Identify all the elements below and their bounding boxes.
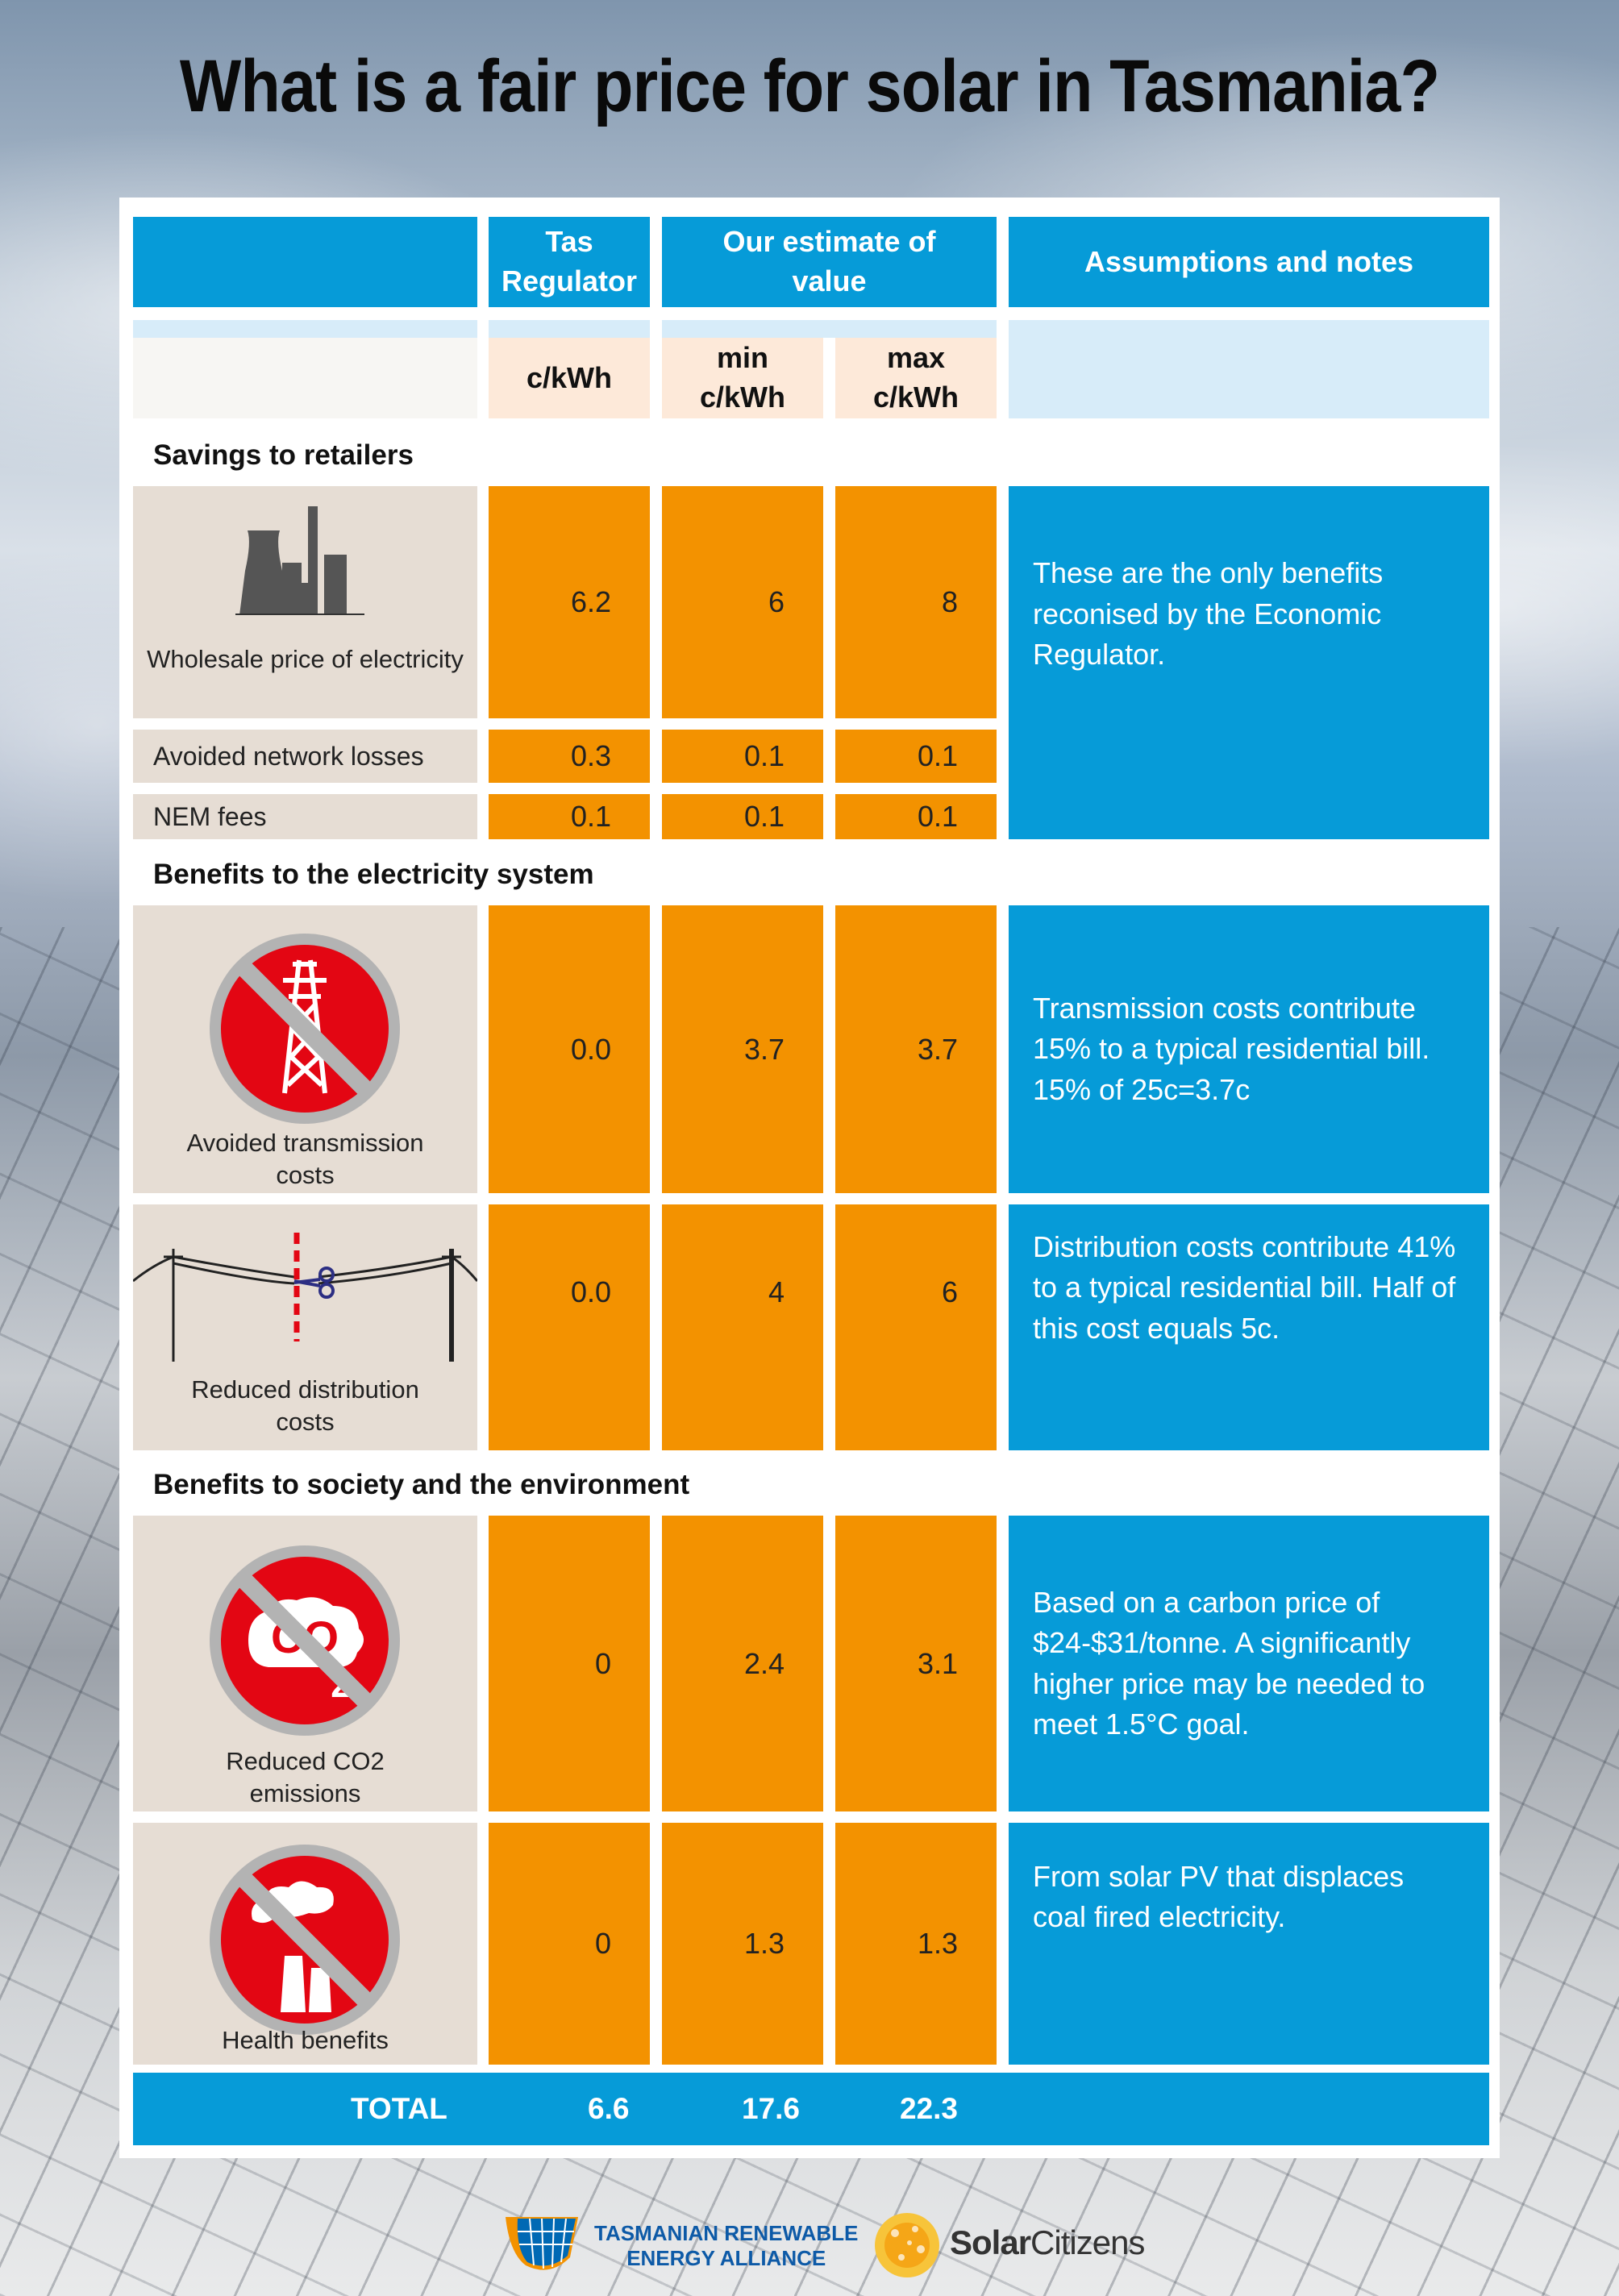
no-smokestack-icon (210, 1845, 400, 2035)
total-row: TOTAL 6.6 17.6 22.3 (133, 2073, 1489, 2145)
co2-min: 2.4 (662, 1516, 823, 1811)
total-min: 17.6 (742, 2092, 801, 2125)
total-max: 22.3 (900, 2092, 959, 2125)
page-title: What is a fair price for solar in Tasman… (179, 45, 1440, 127)
transmission-min: 3.7 (662, 905, 823, 1193)
row-wholesale-label: Wholesale price of electricity (133, 486, 477, 718)
unit-reg: c/kWh (489, 338, 650, 418)
header-tas-regulator: Tas Regulator (489, 217, 650, 307)
header-our-estimate: Our estimate of value (662, 217, 997, 307)
health-reg: 0 (489, 1823, 650, 2065)
unit-notes (1009, 320, 1489, 418)
power-station-icon (235, 506, 364, 615)
unit-max: max c/kWh (835, 338, 997, 418)
nem-fees-min: 0.1 (662, 794, 823, 839)
section-savings-retailers: Savings to retailers (153, 439, 414, 471)
distribution-max: 6 (835, 1204, 997, 1450)
transmission-reg: 0.0 (489, 905, 650, 1193)
health-max: 1.3 (835, 1823, 997, 2065)
row-health-label: Health benefits (133, 1823, 477, 2065)
trea-logo-icon (506, 2217, 578, 2270)
unit-blank (133, 338, 477, 418)
total-reg: 6.6 (588, 2092, 630, 2125)
note-co2: Based on a carbon price of $24-$31/tonne… (1009, 1516, 1489, 1811)
footer-logos: TASMANIAN RENEWABLE ENERGY ALLIANCE Sola… (0, 2209, 1619, 2281)
unit-strip (662, 320, 997, 338)
network-losses-max: 0.1 (835, 730, 997, 783)
solar-citizens-name: SolarCitizens (950, 2223, 1145, 2261)
solar-citizens-sun-icon (875, 2213, 939, 2277)
note-retailers: These are the only benefits reconised by… (1009, 486, 1489, 839)
wholesale-max: 8 (835, 486, 997, 718)
distribution-reg: 0.0 (489, 1204, 650, 1450)
unit-strip (489, 320, 650, 338)
wholesale-min: 6 (662, 486, 823, 718)
total-label: TOTAL (351, 2092, 447, 2125)
note-health: From solar PV that displaces coal fired … (1009, 1823, 1489, 2065)
header-assumptions: Assumptions and notes (1009, 217, 1489, 307)
row-nem-fees-label: NEM fees (133, 794, 477, 839)
note-transmission: Transmission costs contribute 15% to a t… (1009, 905, 1489, 1193)
no-co2-icon: CO 2 (210, 1545, 400, 1736)
header-blank (133, 217, 477, 307)
row-network-losses-label: Avoided network losses (133, 730, 477, 783)
cut-powerline-icon (133, 1233, 477, 1362)
distribution-min: 4 (662, 1204, 823, 1450)
wholesale-reg: 6.2 (489, 486, 650, 718)
unit-strip (133, 320, 477, 338)
nem-fees-max: 0.1 (835, 794, 997, 839)
value-table: Tas Regulator Our estimate of value Assu… (119, 198, 1500, 2158)
network-losses-min: 0.1 (662, 730, 823, 783)
section-society-environment: Benefits to society and the environment (153, 1469, 690, 1500)
co2-max: 3.1 (835, 1516, 997, 1811)
note-distribution: Distribution costs contribute 41% to a t… (1009, 1204, 1489, 1450)
row-co2-label: CO 2 Reduced CO2 emissions (133, 1516, 477, 1811)
row-transmission-label: Avoided transmission costs (133, 905, 477, 1193)
section-electricity-system: Benefits to the electricity system (153, 859, 594, 890)
trea-name: TASMANIAN RENEWABLE ENERGY ALLIANCE (594, 2221, 859, 2271)
network-losses-reg: 0.3 (489, 730, 650, 783)
transmission-max: 3.7 (835, 905, 997, 1193)
nem-fees-reg: 0.1 (489, 794, 650, 839)
co2-reg: 0 (489, 1516, 650, 1811)
health-min: 1.3 (662, 1823, 823, 2065)
unit-min: min c/kWh (662, 338, 823, 418)
row-distribution-label: Reduced distribution costs (133, 1204, 477, 1450)
no-transmission-tower-icon (210, 934, 400, 1124)
